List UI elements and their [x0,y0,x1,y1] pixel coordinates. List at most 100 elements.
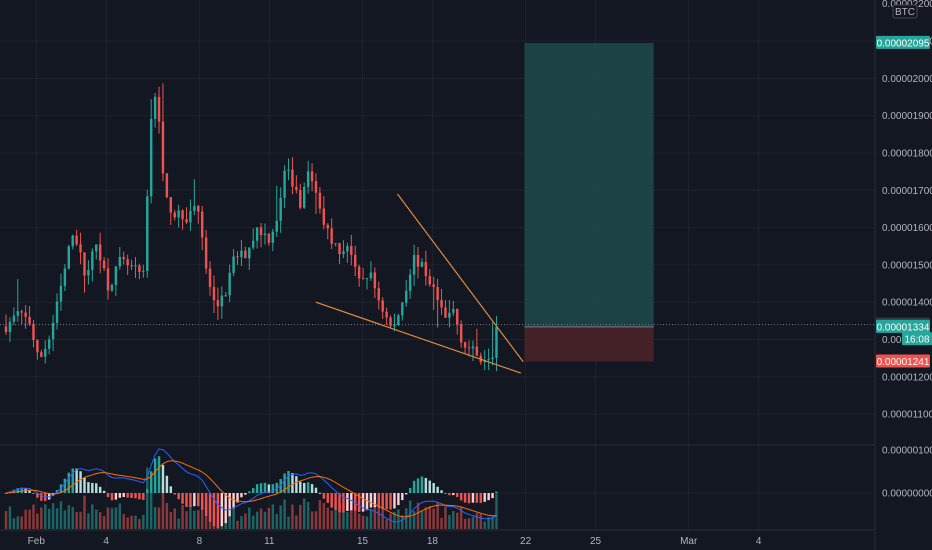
volume-bar [126,517,129,529]
candle-body [361,278,365,280]
macd-histogram-bar [389,493,392,510]
volume-bar [181,504,184,529]
candle-body [36,340,39,353]
candle-body [314,181,318,193]
volume-bar [420,510,424,529]
candle-body [212,287,216,301]
volume-bar [385,519,388,529]
candle-body [389,317,392,327]
candle-body [16,311,19,316]
macd-histogram-bar [146,489,149,493]
volume-bar [491,516,494,529]
macd-histogram-bar [444,493,447,494]
candle-body [365,278,369,280]
candle-body [177,210,180,218]
candle-body [197,206,200,212]
candle-body [4,326,8,333]
candle-body [448,312,451,318]
volume-bar [169,512,173,529]
currency-badge[interactable]: BTC [892,4,918,19]
macd-histogram-bar [475,493,479,503]
volume-bar [479,513,482,529]
position-zones [524,42,654,362]
volume-bar [350,508,353,529]
macd-histogram-bar [279,479,282,493]
candle-body [91,251,94,270]
volume-bar [444,506,447,529]
macd-histogram-bar [12,489,16,493]
macd-histogram-bar [149,471,153,493]
candle-body [248,247,251,259]
macd-histogram-bar [4,493,8,494]
volume-bar [173,508,176,529]
macd-histogram-bar [161,464,165,493]
macd-histogram-bar [338,493,341,513]
volume-bar [459,506,463,529]
macd-histogram-bar [248,491,251,493]
macd-histogram-bar [467,493,471,504]
volume-bar [291,504,294,529]
candle-body [200,211,204,238]
candle-body [102,260,106,269]
volume-bar [342,511,345,529]
indicator-tick-label: 0.00000100 [882,446,932,457]
volume-bar [408,500,412,529]
macd-histogram-bar [408,487,412,493]
volume-bar [424,507,428,529]
volume-bar [279,505,282,529]
volume-bar [197,510,200,529]
volume-bar [28,509,31,529]
macd-histogram-bar [157,456,161,493]
volume-bar [16,516,19,529]
time-tick-label: 8 [197,536,203,547]
macd-histogram-bar [267,484,271,493]
macd-histogram-bar [479,493,482,503]
macd-histogram-bar [456,493,459,497]
candle-body [259,227,263,236]
macd-histogram-bar [424,477,428,493]
candle-body [63,268,67,286]
macd-histogram-bar [283,473,286,493]
candle-body [161,121,165,174]
macd-histogram-bar [212,493,216,527]
volume-bar [236,520,239,529]
candle-body [275,220,278,232]
candle-body [240,250,243,258]
candle-body [385,311,388,318]
candle-body [79,244,82,253]
candle-body [267,233,271,243]
volume-bar [467,518,471,529]
candle-body [208,268,212,288]
macd-histogram-bar [385,493,388,510]
macd-histogram-bar [130,493,133,499]
price-tag-label: 16:08 [904,335,929,346]
candle-body [149,118,153,197]
volume-bar [161,483,165,529]
macd-histogram-bar [122,493,125,497]
candle-body [83,252,86,276]
macd-histogram-bar [197,493,200,507]
price-tick-label: 0.00001700 [882,186,932,197]
candle-body [228,272,231,296]
candle-body [338,243,341,255]
candle-body [75,235,78,245]
macd-histogram-bar [381,493,384,509]
candle-body [126,259,129,266]
candle-body [118,256,122,267]
price-tags: 0.000020950.000013400.0000133416:080.000… [876,35,932,368]
volume-bar [146,467,149,529]
volume-bar [40,507,43,529]
macd-histogram-bar [79,471,82,493]
volume-bar [248,507,251,529]
candle-body [114,266,118,285]
candle-body [236,256,239,258]
volume-bar [153,506,157,529]
candle-body [28,316,31,324]
time-tick-label: 15 [357,536,369,547]
volume-bar [224,521,227,529]
candle-body [71,235,74,247]
macd-histogram-bar [299,481,302,493]
candle-body [138,265,141,272]
candle-body [169,197,173,213]
